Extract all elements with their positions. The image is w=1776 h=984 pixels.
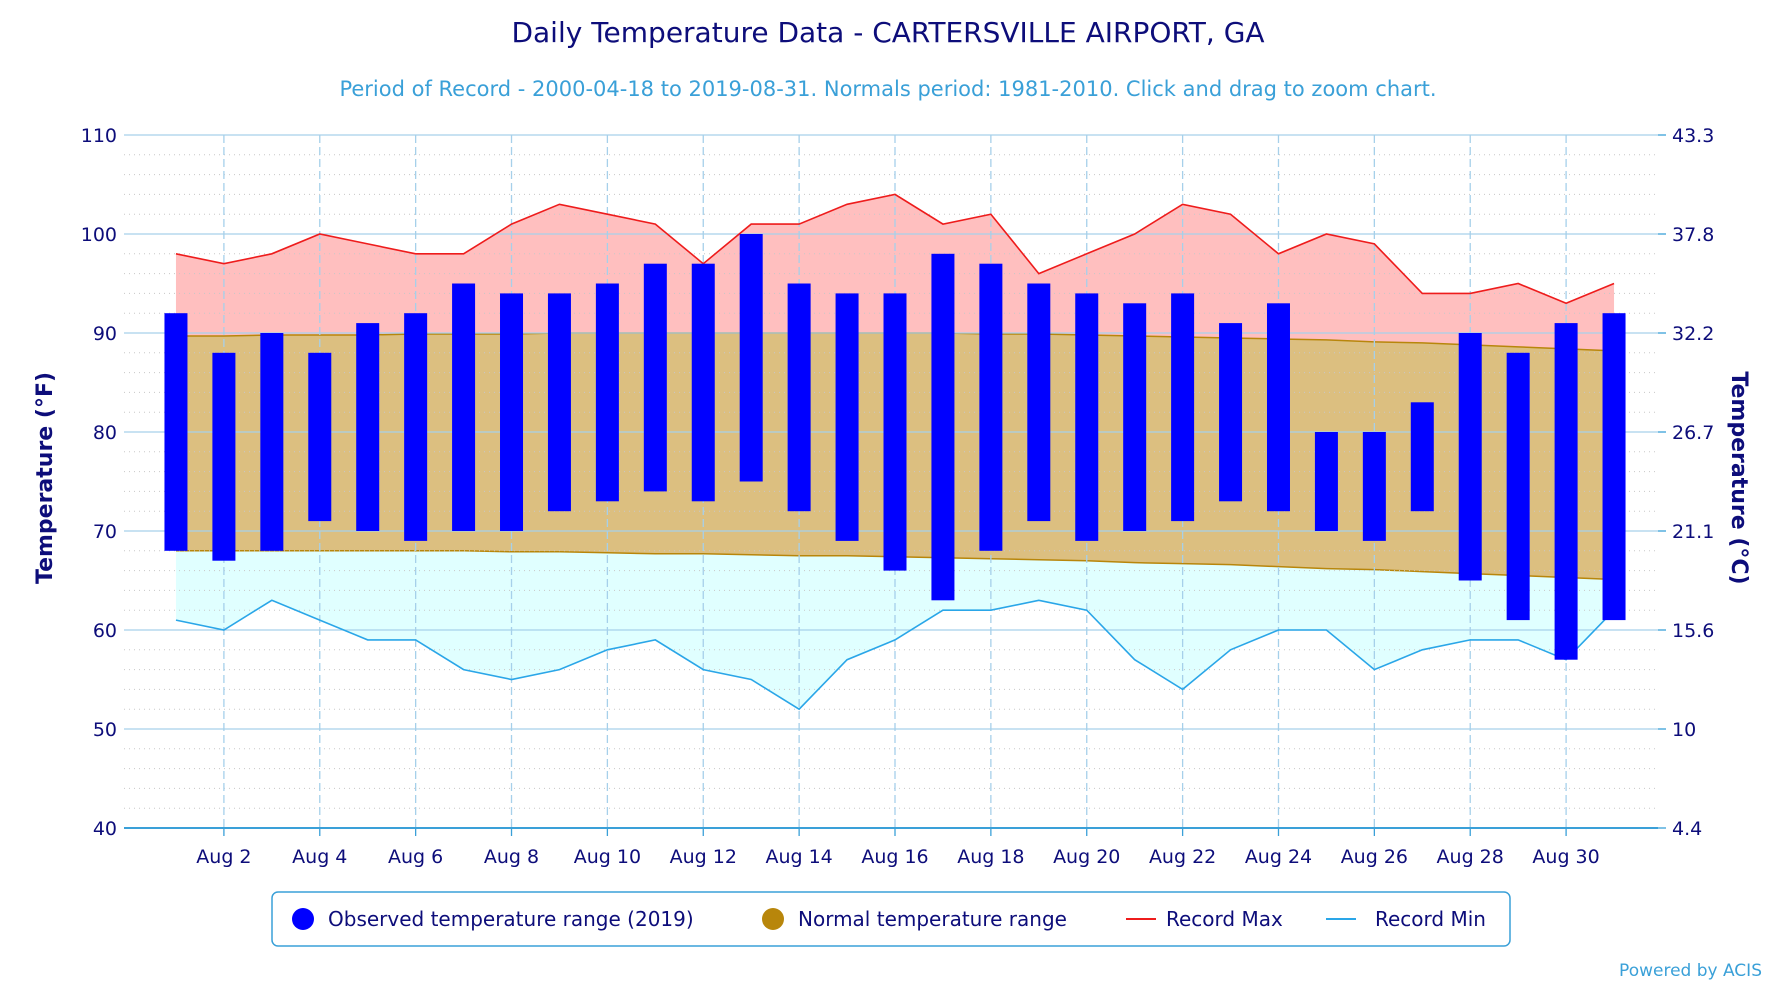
y-tick-label-left: 40 bbox=[93, 818, 117, 840]
legend-item-record-max[interactable]: Record Max bbox=[1126, 907, 1283, 931]
y-tick-label-right: 21.1 bbox=[1672, 521, 1714, 543]
y-tick-label-left: 50 bbox=[93, 719, 117, 741]
observed-range-bar[interactable] bbox=[1410, 402, 1434, 512]
y-tick-label-left: 80 bbox=[93, 422, 117, 444]
y-tick-label-right: 10 bbox=[1672, 719, 1696, 741]
legend-normal-label: Normal temperature range bbox=[798, 907, 1067, 931]
y-tick-label-right: 15.6 bbox=[1672, 620, 1714, 642]
y-axis-left-label: Temperature (°F) bbox=[33, 372, 58, 584]
observed-range-bar[interactable] bbox=[1362, 432, 1386, 541]
observed-range-bar[interactable] bbox=[212, 352, 236, 561]
observed-range-bar[interactable] bbox=[404, 313, 428, 541]
observed-range-bar[interactable] bbox=[1314, 432, 1338, 531]
observed-range-bar[interactable] bbox=[835, 293, 859, 541]
axes-layer: 40 4.4 50 10 60 15.6 70 21.1 80 26.7 90 32.2 100 37.8… bbox=[81, 125, 1715, 868]
observed-range-bar[interactable] bbox=[1219, 323, 1243, 502]
legend-item-observed[interactable]: Observed temperature range (2019) bbox=[292, 907, 694, 931]
x-tick-label: Aug 4 bbox=[292, 846, 347, 868]
x-tick-label: Aug 2 bbox=[196, 846, 251, 868]
record-lines-layer bbox=[175, 193, 1615, 711]
legend-box bbox=[271, 891, 1511, 947]
observed-range-bar[interactable] bbox=[691, 263, 715, 502]
legend-record-max-label: Record Max bbox=[1166, 907, 1283, 931]
y-tick-label-right: 26.7 bbox=[1672, 422, 1714, 444]
observed-range-bar[interactable] bbox=[979, 263, 1003, 551]
record-max-line bbox=[175, 193, 1615, 305]
y-tick-label-right: 43.3 bbox=[1672, 125, 1714, 147]
x-tick-label: Aug 24 bbox=[1245, 846, 1312, 868]
record-min-line bbox=[175, 599, 1615, 711]
legend: Observed temperature range (2019) Normal… bbox=[271, 891, 1511, 947]
x-tick-label: Aug 6 bbox=[388, 846, 443, 868]
observed-range-bar[interactable] bbox=[260, 333, 284, 551]
observed-range-bar[interactable] bbox=[643, 263, 667, 492]
legend-observed-label: Observed temperature range (2019) bbox=[328, 907, 694, 931]
x-tick-label: Aug 22 bbox=[1149, 846, 1216, 868]
x-tick-label: Aug 20 bbox=[1053, 846, 1120, 868]
legend-normal-swatch bbox=[762, 908, 784, 930]
observed-range-bar[interactable] bbox=[739, 234, 763, 482]
x-tick-label: Aug 28 bbox=[1437, 846, 1504, 868]
legend-item-record-min[interactable]: Record Min bbox=[1326, 907, 1486, 931]
minor-grid-layer bbox=[124, 154, 1658, 809]
y-tick-label-left: 100 bbox=[81, 224, 117, 246]
observed-range-bar[interactable] bbox=[1602, 313, 1626, 621]
legend-item-normal[interactable]: Normal temperature range bbox=[762, 907, 1067, 931]
observed-range-bar[interactable] bbox=[931, 253, 955, 601]
observed-range-bar[interactable] bbox=[1171, 293, 1195, 522]
y-tick-label-right: 32.2 bbox=[1672, 323, 1714, 345]
legend-record-min-label: Record Min bbox=[1375, 907, 1486, 931]
x-tick-label: Aug 12 bbox=[670, 846, 737, 868]
observed-range-bar[interactable] bbox=[1554, 323, 1578, 660]
y-tick-label-right: 37.8 bbox=[1672, 224, 1714, 246]
observed-range-bar[interactable] bbox=[1266, 303, 1290, 512]
observed-range-bar[interactable] bbox=[1458, 333, 1482, 581]
x-tick-label: Aug 14 bbox=[765, 846, 832, 868]
x-tick-label: Aug 10 bbox=[574, 846, 641, 868]
observed-bars-layer[interactable] bbox=[164, 234, 1626, 660]
y-tick-label-right: 4.4 bbox=[1672, 818, 1702, 840]
observed-range-bar[interactable] bbox=[787, 283, 811, 512]
observed-range-bar[interactable] bbox=[356, 323, 380, 531]
legend-observed-swatch bbox=[292, 908, 314, 930]
x-tick-label: Aug 8 bbox=[484, 846, 539, 868]
observed-range-bar[interactable] bbox=[1027, 283, 1051, 522]
chart-subtitle: Period of Record - 2000-04-18 to 2019-08… bbox=[339, 77, 1436, 101]
y-tick-label-left: 110 bbox=[81, 125, 117, 147]
observed-range-bar[interactable] bbox=[547, 293, 571, 512]
observed-range-bar[interactable] bbox=[452, 283, 476, 532]
observed-range-bar[interactable] bbox=[500, 293, 524, 531]
x-tick-label: Aug 30 bbox=[1532, 846, 1599, 868]
chart-title: Daily Temperature Data - CARTERSVILLE AI… bbox=[511, 16, 1264, 49]
y-tick-label-left: 70 bbox=[93, 521, 117, 543]
observed-range-bar[interactable] bbox=[308, 352, 332, 522]
observed-range-bar[interactable] bbox=[164, 313, 188, 551]
powered-by-credit[interactable]: Powered by ACIS bbox=[1619, 961, 1762, 981]
observed-range-bar[interactable] bbox=[1075, 293, 1099, 541]
observed-range-bar[interactable] bbox=[1123, 303, 1147, 531]
y-axis-right-label: Temperature (°C) bbox=[1726, 371, 1751, 584]
x-tick-label: Aug 26 bbox=[1341, 846, 1408, 868]
y-tick-label-left: 60 bbox=[93, 620, 117, 642]
observed-range-bar[interactable] bbox=[1506, 352, 1530, 621]
x-tick-label: Aug 18 bbox=[957, 846, 1024, 868]
y-tick-label-left: 90 bbox=[93, 323, 117, 345]
observed-range-bar[interactable] bbox=[595, 283, 619, 502]
observed-range-bar[interactable] bbox=[883, 293, 907, 571]
x-tick-label: Aug 16 bbox=[861, 846, 928, 868]
